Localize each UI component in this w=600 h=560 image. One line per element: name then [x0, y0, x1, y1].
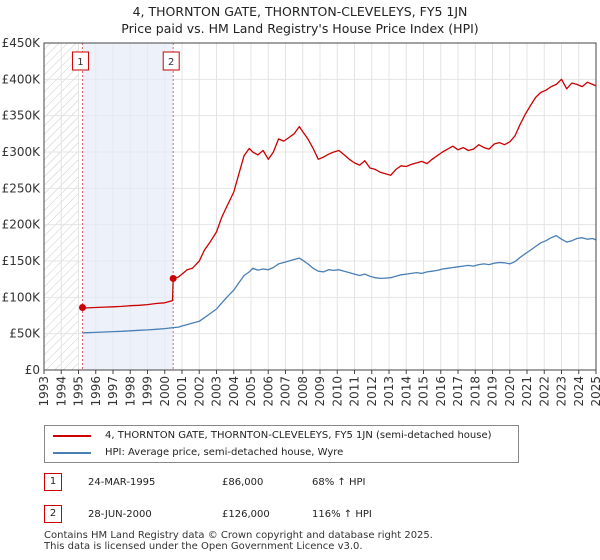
x-tick-label: 2021: [520, 376, 534, 407]
legend-swatch-hpi: [53, 452, 91, 454]
series-line-hpi: [82, 234, 597, 334]
x-tick-label: 2019: [486, 376, 500, 407]
x-tick-label: 2003: [210, 376, 224, 407]
x-tick-label: 1994: [54, 376, 68, 407]
legend-item-hpi: HPI: Average price, semi-detached house,…: [53, 445, 343, 461]
transaction-row: 1 24-MAR-1995 £86,000 68% ↑ HPI: [44, 473, 564, 493]
y-tick-label: £100K: [2, 290, 42, 304]
x-tick-label: 1993: [37, 376, 51, 407]
footer-licence: This data is licensed under the Open Gov…: [44, 541, 363, 552]
x-tick-label: 1995: [72, 376, 86, 407]
sale-marker-label: 2: [168, 57, 174, 68]
x-tick-label: 2020: [503, 376, 517, 407]
price-chart: 1 2 £0 £50K £100K £150K £200K £250K £300K £350K £…: [2, 36, 600, 407]
x-tick-label: 2004: [227, 376, 241, 407]
x-tick-label: 2023: [555, 376, 569, 407]
x-tick-label: 2017: [451, 376, 465, 407]
y-tick-label: £450K: [2, 36, 42, 50]
x-tick-label: 2000: [158, 376, 172, 407]
transaction-badge: 2: [44, 505, 62, 523]
shaded-span-between-sales: [82, 43, 174, 370]
x-tick-label: 2016: [434, 376, 448, 407]
x-tick-label: 2007: [279, 376, 293, 407]
chart-subtitle: Price paid vs. HM Land Registry's House …: [121, 21, 479, 36]
x-tick-label: 2002: [192, 376, 206, 407]
x-tick-label: 2010: [330, 376, 344, 407]
y-tick-label: £200K: [2, 218, 42, 232]
transaction-date: 24-MAR-1995: [88, 477, 156, 488]
x-tick-label: 2018: [468, 376, 482, 407]
y-tick-label: £350K: [2, 109, 42, 123]
x-tick-label: 2009: [313, 376, 327, 407]
x-tick-label: 1998: [123, 376, 137, 407]
x-tick-label: 2008: [296, 376, 310, 407]
sale-marker-label: 1: [77, 57, 83, 68]
x-tick-label: 2022: [537, 376, 551, 407]
legend-label-hpi: HPI: Average price, semi-detached house,…: [105, 447, 344, 458]
x-tick-label: 2011: [348, 376, 362, 407]
transaction-row: 2 28-JUN-2000 £126,000 116% ↑ HPI: [44, 505, 564, 525]
x-tick-label: 1999: [141, 376, 155, 407]
series-line-property: [82, 78, 597, 309]
transaction-date: 28-JUN-2000: [88, 509, 152, 520]
x-tick-label: 1996: [89, 376, 103, 407]
sale-point: [169, 274, 177, 282]
transaction-badge: 1: [44, 473, 62, 491]
footer-copyright: Contains HM Land Registry data © Crown c…: [44, 530, 433, 541]
legend: 4, THORNTON GATE, THORNTON-CLEVELEYS, FY…: [44, 425, 519, 463]
x-tick-label: 2024: [572, 376, 586, 407]
x-tick-label: 2014: [399, 376, 413, 407]
y-tick-label: £50K: [9, 327, 41, 341]
transaction-price: £126,000: [222, 509, 270, 520]
sale-marker-badge: [71, 51, 89, 71]
transaction-hpi-change: 116% ↑ HPI: [312, 509, 372, 520]
legend-item-property: 4, THORNTON GATE, THORNTON-CLEVELEYS, FY…: [53, 428, 492, 444]
x-tick-label: 2015: [417, 376, 431, 407]
footer: Contains HM Land Registry data © Crown c…: [44, 530, 433, 552]
y-tick-label: £250K: [2, 181, 42, 195]
y-tick-label: £150K: [2, 254, 42, 268]
x-tick-label: 2025: [589, 376, 600, 407]
sale-point: [78, 304, 86, 312]
x-tick-label: 2012: [365, 376, 379, 407]
x-tick-label: 2006: [261, 376, 275, 407]
chart-title: 4, THORNTON GATE, THORNTON-CLEVELEYS, FY…: [132, 4, 468, 19]
x-tick-label: 2001: [175, 376, 189, 407]
transaction-hpi-change: 68% ↑ HPI: [312, 477, 366, 488]
transaction-price: £86,000: [222, 477, 264, 488]
x-tick-label: 1997: [106, 376, 120, 407]
y-tick-label: £0: [25, 363, 40, 377]
legend-label-property: 4, THORNTON GATE, THORNTON-CLEVELEYS, FY…: [105, 430, 492, 441]
x-tick-label: 2005: [244, 376, 258, 407]
chart-title-block: 4, THORNTON GATE, THORNTON-CLEVELEYS, FY…: [0, 3, 600, 37]
sale-marker-badge: [162, 51, 180, 71]
x-tick-label: 2013: [382, 376, 396, 407]
y-tick-label: £300K: [2, 145, 42, 159]
y-tick-label: £400K: [2, 72, 42, 86]
legend-swatch-property: [53, 435, 91, 437]
